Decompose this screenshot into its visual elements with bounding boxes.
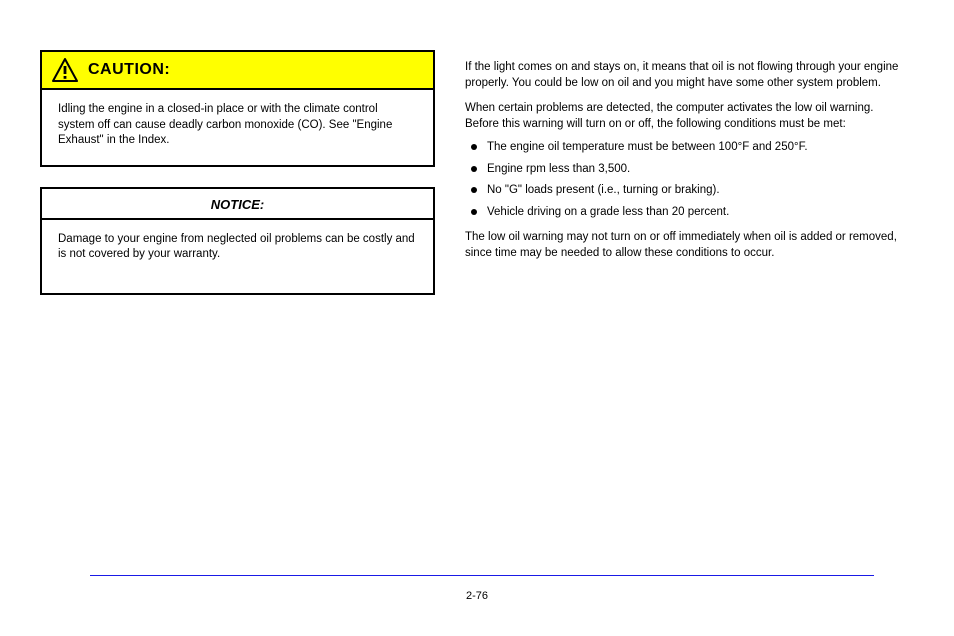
list-item: Vehicle driving on a grade less than 20 … [465, 205, 904, 221]
right-column: If the light comes on and stays on, it m… [465, 50, 904, 295]
list-item: No "G" loads present (i.e., turning or b… [465, 183, 904, 199]
notice-body-text: Damage to your engine from neglected oil… [42, 220, 433, 293]
paragraph-1: If the light comes on and stays on, it m… [465, 60, 904, 91]
list-item: The engine oil temperature must be betwe… [465, 140, 904, 156]
notice-header: NOTICE: [42, 189, 433, 220]
caution-header: CAUTION: [42, 52, 433, 90]
caution-label: CAUTION: [88, 61, 170, 79]
notice-box: NOTICE: Damage to your engine from negle… [40, 187, 435, 295]
footer-rule [90, 575, 874, 576]
paragraph-3: The low oil warning may not turn on or o… [465, 230, 904, 261]
two-column-layout: CAUTION: Idling the engine in a closed-i… [40, 50, 904, 295]
left-column: CAUTION: Idling the engine in a closed-i… [40, 50, 435, 295]
paragraph-intro: When certain problems are detected, the … [465, 101, 904, 132]
page-number: 2-76 [0, 590, 954, 602]
warning-triangle-icon [52, 58, 78, 82]
caution-body-text: Idling the engine in a closed-in place o… [42, 90, 433, 165]
document-page: CAUTION: Idling the engine in a closed-i… [0, 0, 954, 636]
conditions-list: The engine oil temperature must be betwe… [465, 140, 904, 220]
list-item: Engine rpm less than 3,500. [465, 162, 904, 178]
caution-box: CAUTION: Idling the engine in a closed-i… [40, 50, 435, 167]
